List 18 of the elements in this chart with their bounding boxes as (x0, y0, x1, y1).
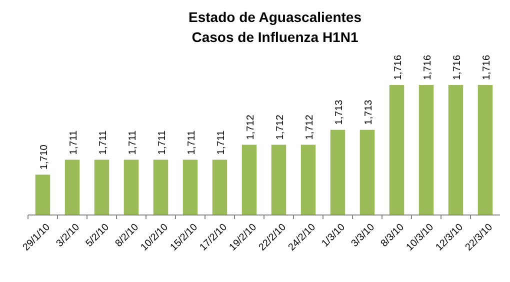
data-label: 1,716 (452, 54, 463, 80)
data-label: 1,711 (186, 130, 198, 155)
data-label: 1,716 (392, 54, 404, 80)
data-label: 1,711 (98, 130, 109, 155)
data-label: 1,712 (304, 114, 316, 140)
data-label: 1,711 (127, 130, 138, 155)
data-label: 1,713 (363, 99, 374, 125)
chart-title: Estado de Aguascalientes (188, 9, 362, 25)
data-label: 1,712 (274, 114, 286, 140)
data-label: 1,716 (422, 54, 434, 80)
data-label: 1,711 (68, 130, 80, 155)
data-label: 1,711 (216, 130, 227, 155)
data-label: 1,712 (245, 114, 256, 140)
data-label: 1,710 (38, 144, 50, 170)
data-label: 1,716 (481, 54, 492, 80)
data-label: 1,711 (156, 130, 168, 155)
chart-subtitle: Casos de Influenza H1N1 (192, 29, 358, 45)
data-label: 1,713 (334, 99, 345, 125)
